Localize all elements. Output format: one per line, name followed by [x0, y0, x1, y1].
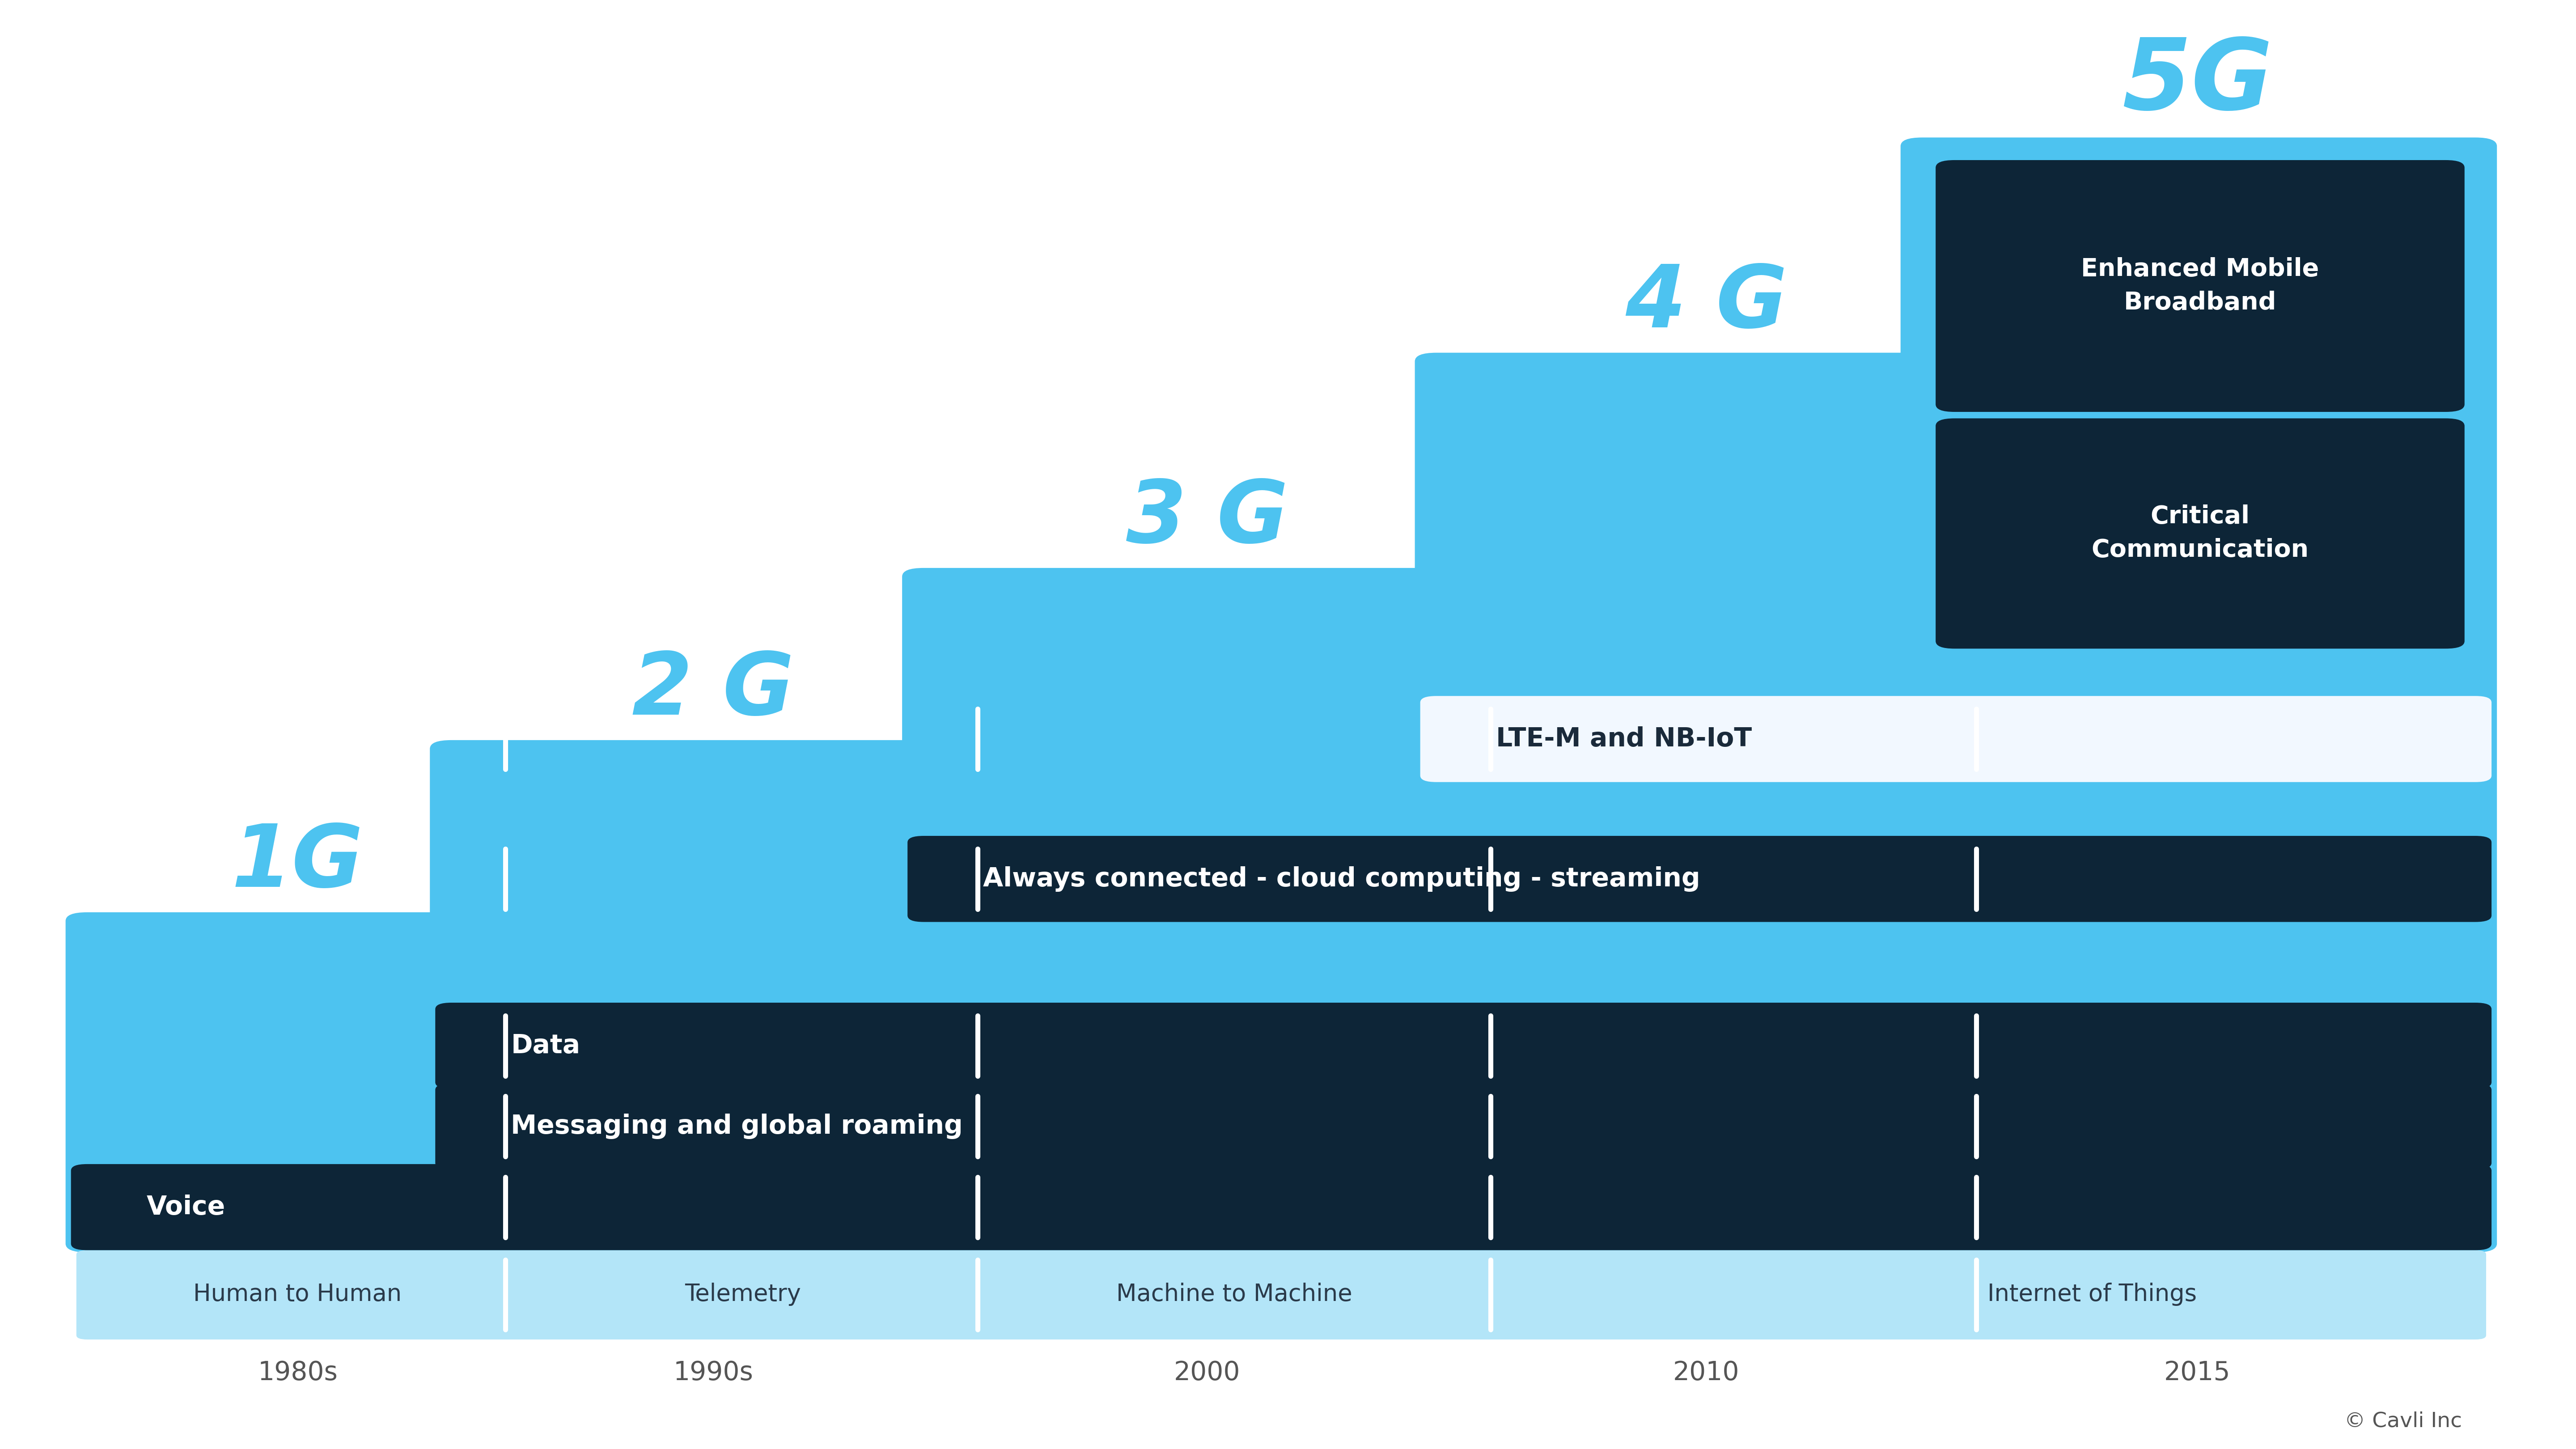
Text: 2 G: 2 G	[631, 649, 793, 733]
Text: Machine to Machine: Machine to Machine	[1115, 1282, 1352, 1306]
Text: 2000: 2000	[1175, 1361, 1239, 1385]
Text: Data: Data	[510, 1033, 580, 1058]
Text: 1990s: 1990s	[672, 1361, 752, 1385]
Text: © Cavli Inc: © Cavli Inc	[2344, 1411, 2463, 1432]
Text: Voice: Voice	[147, 1194, 224, 1220]
Text: Always connected - cloud computing - streaming: Always connected - cloud computing - str…	[984, 867, 1700, 891]
FancyBboxPatch shape	[1414, 352, 1999, 1252]
Text: 5G: 5G	[2123, 35, 2272, 130]
Text: LTE-M and NB-IoT: LTE-M and NB-IoT	[1497, 726, 1752, 752]
FancyBboxPatch shape	[430, 740, 999, 1252]
FancyBboxPatch shape	[1901, 138, 2496, 1252]
FancyBboxPatch shape	[902, 568, 1512, 1252]
Text: 2015: 2015	[2164, 1361, 2231, 1385]
FancyBboxPatch shape	[1935, 159, 2465, 412]
FancyBboxPatch shape	[1935, 419, 2465, 649]
FancyBboxPatch shape	[77, 1250, 2486, 1339]
Text: 3 G: 3 G	[1126, 477, 1288, 561]
Text: Internet of Things: Internet of Things	[1989, 1282, 2197, 1306]
Text: 2010: 2010	[1672, 1361, 1739, 1385]
FancyBboxPatch shape	[72, 1164, 2491, 1250]
FancyBboxPatch shape	[435, 1003, 2491, 1088]
Text: Human to Human: Human to Human	[193, 1282, 402, 1306]
FancyBboxPatch shape	[907, 836, 2491, 922]
Text: Enhanced Mobile
Broadband: Enhanced Mobile Broadband	[2081, 256, 2318, 314]
Text: 1980s: 1980s	[258, 1361, 337, 1385]
Text: 4 G: 4 G	[1625, 261, 1788, 345]
Text: Critical
Communication: Critical Communication	[2092, 504, 2308, 562]
Text: Telemetry: Telemetry	[685, 1282, 801, 1306]
Text: Messaging and global roaming: Messaging and global roaming	[510, 1114, 963, 1139]
Text: 1G: 1G	[232, 820, 363, 904]
FancyBboxPatch shape	[64, 913, 528, 1252]
FancyBboxPatch shape	[1419, 696, 2491, 782]
FancyBboxPatch shape	[435, 1084, 2491, 1169]
